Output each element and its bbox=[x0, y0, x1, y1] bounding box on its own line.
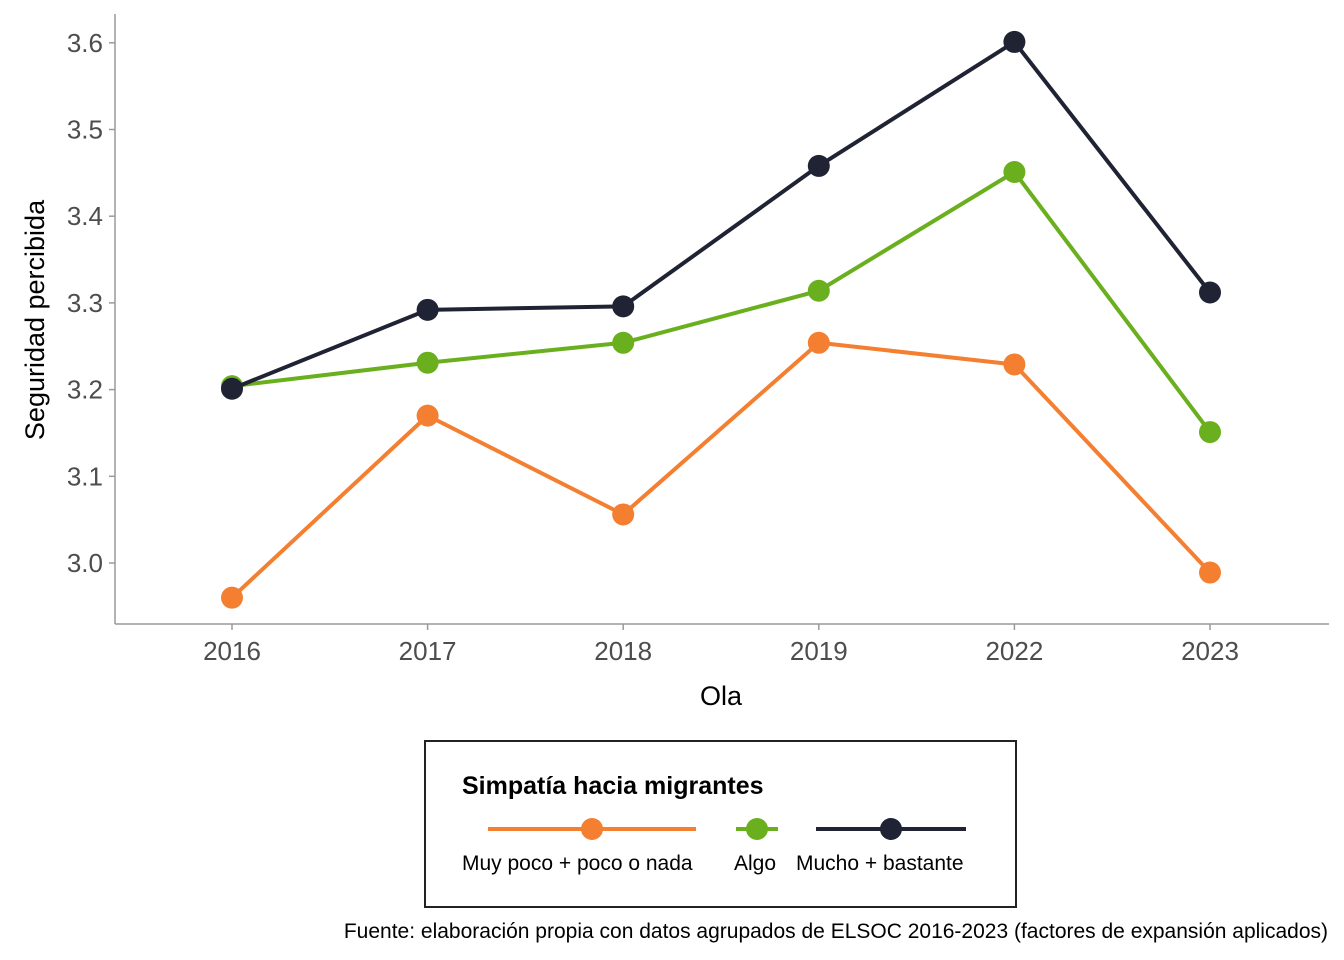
data-point bbox=[1199, 561, 1221, 584]
data-point bbox=[612, 295, 635, 318]
data-point bbox=[1199, 421, 1221, 444]
y-tick-label: 3.1 bbox=[67, 461, 103, 491]
x-tick-label: 2023 bbox=[1181, 636, 1239, 666]
legend: Simpatía hacia migrantes Muy poco + poco… bbox=[424, 740, 1017, 908]
y-tick-label: 3.5 bbox=[67, 115, 103, 145]
x-axis-title: Ola bbox=[700, 681, 743, 711]
data-point bbox=[807, 331, 830, 354]
data-point bbox=[416, 351, 439, 374]
data-point bbox=[416, 298, 439, 321]
legend-key-algo bbox=[736, 814, 778, 844]
data-point bbox=[807, 279, 830, 302]
x-axis: 2016 2017 2018 2019 2022 2023 bbox=[115, 623, 1329, 666]
y-axis: 3.0 3.1 3.2 3.3 3.4 3.5 3.6 bbox=[67, 14, 116, 624]
x-tick-label: 2017 bbox=[399, 636, 457, 666]
legend-title: Simpatía hacia migrantes bbox=[462, 772, 764, 800]
x-tick-label: 2022 bbox=[985, 636, 1043, 666]
series-muy-poco-poco-o-nada bbox=[221, 331, 1221, 609]
data-point bbox=[221, 377, 243, 400]
data-point bbox=[1003, 160, 1026, 183]
x-tick-label: 2019 bbox=[790, 636, 848, 666]
data-point bbox=[612, 503, 635, 526]
series-mucho-bastante bbox=[221, 30, 1221, 400]
line-chart: 3.03.13.23.33.43.53.6 2016 2017 2018 2019 20… bbox=[20, 14, 1329, 711]
legend-label-mucho: Mucho + bastante bbox=[796, 852, 964, 875]
y-tick-label: 3.4 bbox=[67, 201, 103, 231]
legend-key-muy-poco bbox=[488, 814, 696, 844]
legend-label-algo: Algo bbox=[734, 852, 777, 875]
data-point bbox=[1003, 353, 1026, 376]
series-line bbox=[231, 39, 1212, 391]
source-caption: Fuente: elaboración propia con datos agr… bbox=[343, 920, 1328, 943]
y-tick-label: 3.0 bbox=[67, 548, 103, 578]
y-tick-label: 3.3 bbox=[67, 288, 103, 318]
x-tick-label: 2018 bbox=[594, 636, 652, 666]
y-axis-title: Seguridad percibida bbox=[20, 199, 50, 440]
data-point bbox=[221, 586, 243, 609]
legend-key-mucho bbox=[816, 814, 966, 844]
data-point bbox=[612, 331, 635, 354]
x-tick-label: 2016 bbox=[203, 636, 261, 666]
y-tick-label: 3.6 bbox=[67, 28, 103, 58]
series-line bbox=[231, 169, 1212, 434]
legend-label-muy-poco: Muy poco + poco o nada bbox=[462, 852, 693, 875]
data-point bbox=[1199, 281, 1221, 304]
series-algo bbox=[221, 160, 1221, 444]
data-point bbox=[416, 404, 439, 427]
data-point bbox=[1003, 30, 1026, 53]
data-point bbox=[807, 154, 830, 177]
series-line bbox=[230, 340, 1212, 600]
series-layer bbox=[221, 30, 1221, 609]
y-tick-label: 3.2 bbox=[67, 375, 103, 405]
